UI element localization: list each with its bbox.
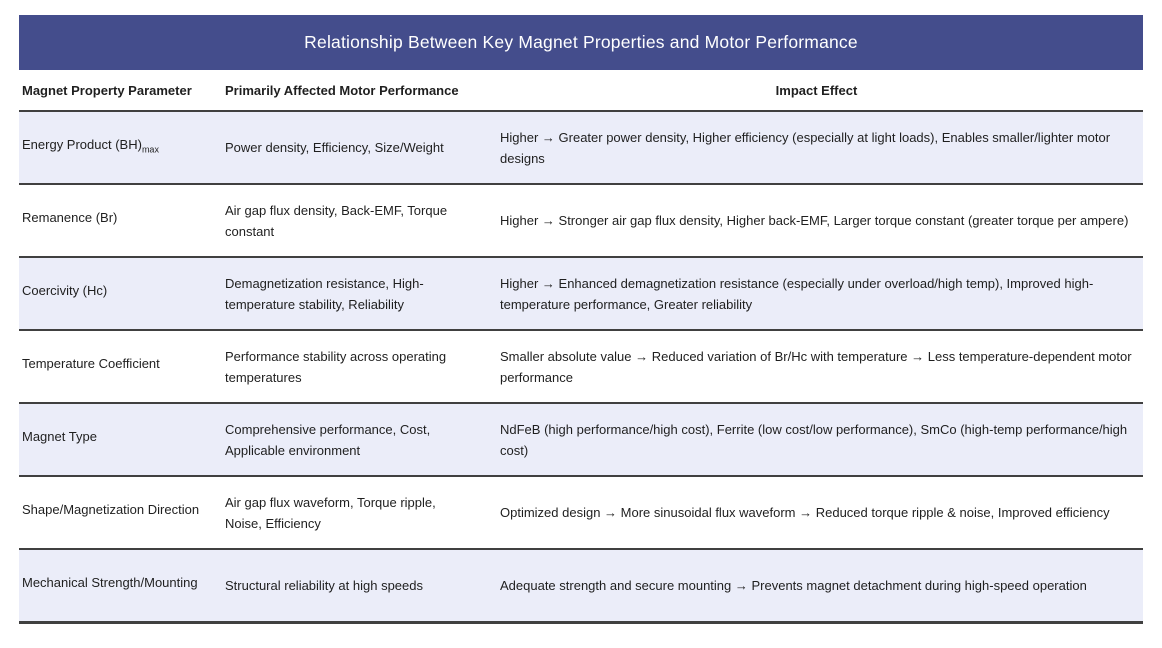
table-title-bar: Relationship Between Key Magnet Properti… <box>19 15 1143 70</box>
table-title: Relationship Between Key Magnet Properti… <box>304 32 858 52</box>
column-header-impact: Impact Effect <box>775 82 858 98</box>
param-subscript: max <box>141 144 159 155</box>
impact-cell: Adequate strength and secure mounting → … <box>500 578 1087 593</box>
table-row: Magnet Type Comprehensive performance, C… <box>19 404 1143 477</box>
table-row: Shape/Magnetization Direction Air gap fl… <box>19 477 1143 550</box>
param-cell: Remanence (Br) <box>19 201 225 240</box>
param-cell: Energy Product (BH)max <box>19 128 225 167</box>
impact-cell: Higher → Stronger air gap flux density, … <box>500 213 1129 228</box>
table-row: Temperature Coefficient Performance stab… <box>19 331 1143 404</box>
performance-cell: Performance stability across operating t… <box>225 348 447 385</box>
performance-cell: Air gap flux density, Back-EMF, Torque c… <box>225 202 448 239</box>
table-row: Remanence (Br) Air gap flux density, Bac… <box>19 185 1143 258</box>
column-header-performance: Primarily Affected Motor Performance <box>225 82 459 98</box>
column-header-parameter: Magnet Property Parameter <box>22 82 192 98</box>
param-cell: Temperature Coefficient <box>19 347 225 386</box>
table-row: Coercivity (Hc) Demagnetization resistan… <box>19 258 1143 331</box>
param-text: Coercivity (Hc) <box>22 283 108 299</box>
param-text: Remanence (Br) <box>22 210 118 226</box>
performance-cell: Structural reliability at high speeds <box>225 578 423 593</box>
param-text: Mechanical Strength/Mounting <box>22 575 198 591</box>
performance-cell: Demagnetization resistance, High-tempera… <box>225 275 424 312</box>
table-row: Mechanical Strength/Mounting Structural … <box>19 550 1143 624</box>
impact-cell: Optimized design → More sinusoidal flux … <box>500 505 1110 520</box>
performance-cell: Power density, Efficiency, Size/Weight <box>225 140 444 155</box>
impact-cell: Smaller absolute value → Reduced variati… <box>500 348 1132 385</box>
param-cell: Shape/Magnetization Direction <box>19 493 225 532</box>
param-text: Temperature Coefficient <box>22 356 160 372</box>
performance-cell: Air gap flux waveform, Torque ripple, No… <box>225 494 436 531</box>
param-text: Shape/Magnetization Direction <box>22 502 200 518</box>
param-cell: Coercivity (Hc) <box>19 274 225 313</box>
impact-cell: NdFeB (high performance/high cost), Ferr… <box>500 421 1128 458</box>
param-cell: Mechanical Strength/Mounting <box>19 566 225 605</box>
table-row: Energy Product (BH)max Power density, Ef… <box>19 112 1143 185</box>
param-cell: Magnet Type <box>19 420 225 459</box>
table-header-row: Magnet Property Parameter Primarily Affe… <box>19 70 1143 112</box>
impact-cell: Higher → Greater power density, Higher e… <box>500 129 1111 166</box>
param-text: Magnet Type <box>22 429 97 445</box>
performance-cell: Comprehensive performance, Cost, Applica… <box>225 421 431 458</box>
param-text: Energy Product (BH) <box>22 137 142 153</box>
impact-cell: Higher → Enhanced demagnetization resist… <box>500 275 1094 312</box>
